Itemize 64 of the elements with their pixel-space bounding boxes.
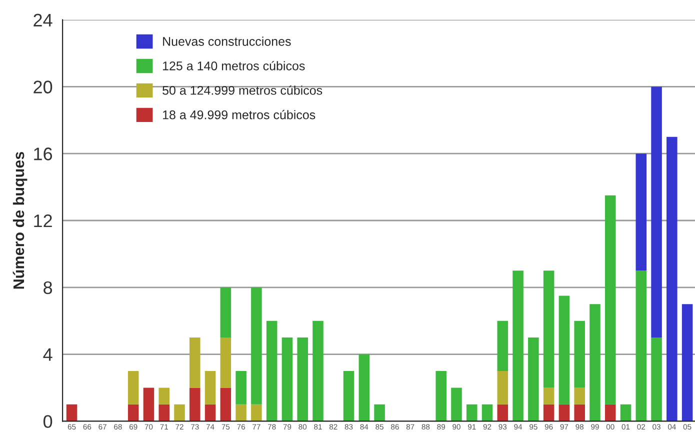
bar (143, 388, 154, 422)
bar (590, 304, 600, 422)
bar (128, 404, 139, 422)
bar (282, 338, 293, 422)
bar (558, 296, 570, 404)
y-tick-label: 4 (43, 348, 52, 361)
bar (343, 370, 354, 422)
bar (220, 338, 232, 388)
bar (482, 404, 493, 422)
bar (204, 404, 216, 422)
bar (636, 270, 647, 422)
bar (220, 287, 232, 338)
bar (358, 354, 370, 422)
bar (297, 338, 308, 422)
bar (558, 404, 570, 422)
bar (466, 404, 478, 422)
bar (251, 404, 262, 422)
bar (66, 404, 78, 422)
bar (174, 404, 185, 422)
bar (574, 404, 585, 422)
bar (312, 320, 324, 422)
bar (512, 270, 524, 422)
bar (497, 320, 508, 371)
bar (497, 370, 508, 404)
bar (128, 370, 139, 404)
bar (204, 370, 216, 404)
bar (436, 370, 446, 422)
legend-label: Nuevas construcciones (163, 36, 291, 46)
bar (220, 388, 232, 422)
bar (158, 404, 170, 422)
bar (497, 404, 508, 422)
bar (543, 270, 554, 388)
legend-label: 50 a 124.999 metros cúbicos (162, 85, 322, 95)
bar (374, 404, 385, 422)
bar (666, 136, 678, 422)
bar (528, 338, 539, 422)
bar (543, 388, 554, 404)
bar (190, 388, 200, 422)
y-tick-label: 8 (44, 281, 52, 294)
bar (574, 388, 585, 404)
bar (574, 320, 585, 388)
bar (266, 320, 278, 422)
y-tick-label: 12 (34, 214, 52, 228)
y-tick-label: 24 (34, 14, 52, 26)
bar (158, 388, 170, 404)
y-tick-label: 20 (34, 80, 52, 94)
bar (620, 404, 632, 422)
legend-label: 125 a 140 metros cúbicos (163, 60, 305, 70)
bar (651, 86, 662, 338)
legend-label: 18 a 49.999 metros cúbicos (163, 110, 316, 120)
bar (543, 404, 554, 422)
bar (236, 370, 246, 404)
bar (251, 287, 262, 404)
y-axis-title: Número de buques (12, 152, 28, 289)
bar (604, 404, 616, 422)
bar (636, 154, 647, 271)
bar (236, 404, 246, 422)
bar (604, 195, 616, 404)
bar (451, 388, 462, 422)
bar (682, 304, 693, 422)
bar (651, 338, 662, 422)
bar (190, 338, 200, 388)
y-tick-label: 0 (43, 415, 52, 428)
y-tick-label: 16 (34, 148, 52, 160)
